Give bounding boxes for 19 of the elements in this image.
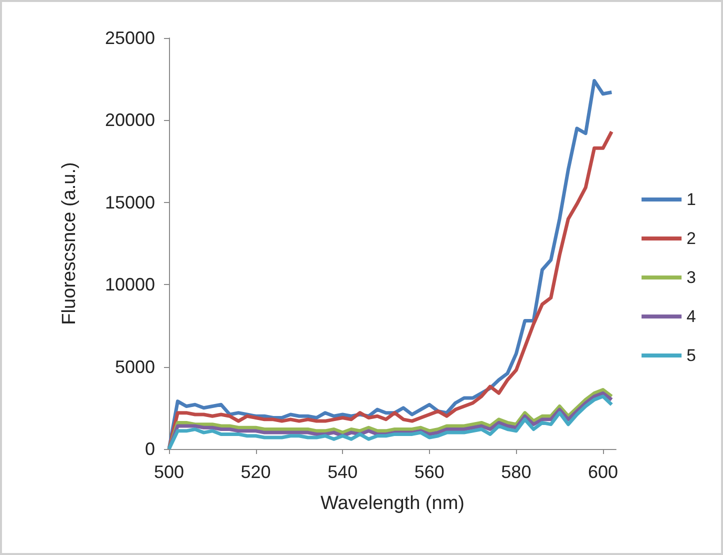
legend-label: 5: [686, 346, 696, 365]
legend-label: 3: [686, 268, 696, 287]
x-tick-label: 500: [154, 462, 184, 482]
legend-label: 4: [686, 307, 696, 326]
x-tick-label: 600: [588, 462, 618, 482]
y-tick-label: 20000: [104, 110, 155, 130]
x-tick-label: 520: [240, 462, 271, 482]
legend-label: 1: [686, 190, 696, 209]
y-axis-title: Fluorescsnce (a.u.): [59, 162, 80, 325]
y-tick-label: 5000: [114, 356, 155, 377]
x-tick-label: 560: [414, 462, 444, 482]
x-axis-title: Wavelength (nm): [320, 493, 464, 514]
x-tick-label: 580: [501, 462, 532, 482]
legend-label: 2: [686, 229, 696, 248]
y-tick-label: 15000: [104, 192, 155, 212]
y-tick-label: 0: [144, 439, 155, 459]
y-tick-label: 10000: [104, 274, 155, 295]
y-tick-label: 25000: [104, 28, 155, 48]
x-tick-label: 540: [328, 462, 358, 482]
